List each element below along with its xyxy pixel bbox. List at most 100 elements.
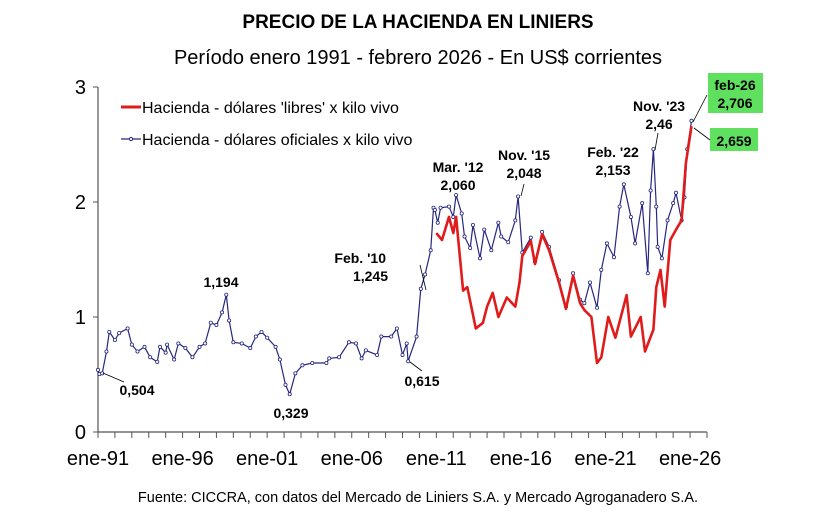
annotation-leader bbox=[654, 132, 659, 151]
data-point-oficiales bbox=[428, 248, 433, 253]
data-point-oficiales bbox=[659, 256, 664, 261]
data-point-oficiales bbox=[617, 204, 622, 209]
data-point-oficiales bbox=[414, 334, 419, 339]
data-point-oficiales bbox=[172, 357, 177, 362]
data-point-oficiales bbox=[628, 214, 633, 219]
data-point-oficiales bbox=[190, 355, 195, 360]
chart-subtitle: Período enero 1991 - febrero 2026 - En U… bbox=[173, 47, 663, 69]
data-point-oficiales bbox=[451, 214, 456, 219]
data-point-oficiales bbox=[462, 234, 467, 239]
data-point-oficiales bbox=[337, 355, 342, 360]
data-point-oficiales bbox=[496, 220, 501, 225]
data-point-oficiales bbox=[135, 349, 140, 354]
chart-title: PRECIO DE LA HACIENDA EN LINIERS bbox=[242, 12, 594, 33]
data-point-oficiales bbox=[671, 201, 676, 206]
data-point-oficiales bbox=[432, 208, 437, 213]
data-point-oficiales bbox=[220, 310, 225, 315]
data-point-oficiales bbox=[158, 344, 163, 349]
data-point-oficiales bbox=[248, 346, 253, 351]
annotation-label: 2,060 bbox=[440, 177, 475, 193]
legend-marker-oficiales bbox=[128, 136, 134, 142]
data-point-oficiales bbox=[655, 244, 660, 249]
data-point-oficiales bbox=[265, 335, 270, 340]
data-point-oficiales bbox=[353, 341, 358, 346]
data-point-oficiales bbox=[155, 359, 160, 364]
data-point-oficiales bbox=[389, 334, 394, 339]
data-point-oficiales bbox=[582, 301, 587, 306]
annotation-label: 0,504 bbox=[119, 382, 154, 398]
y-tick-label: 2 bbox=[75, 192, 86, 214]
annotation-label: 2,153 bbox=[595, 162, 630, 178]
y-tick-label: 3 bbox=[75, 77, 86, 99]
annotation-label: 0,615 bbox=[404, 373, 439, 389]
x-tick-label: ene-26 bbox=[659, 448, 721, 470]
x-tick-label: ene-01 bbox=[236, 448, 298, 470]
data-point-oficiales bbox=[231, 340, 236, 345]
data-point-oficiales bbox=[404, 341, 409, 346]
data-point-oficiales bbox=[447, 204, 452, 209]
annotation-leader bbox=[693, 127, 711, 141]
data-point-oficiales bbox=[363, 348, 368, 353]
annotation-leader bbox=[419, 264, 427, 291]
y-tick-label: 0 bbox=[75, 422, 86, 444]
data-point-oficiales bbox=[148, 355, 153, 360]
data-point-oficiales bbox=[203, 341, 208, 346]
annotation-label: Feb. '10 bbox=[334, 250, 386, 266]
data-point-oficiales bbox=[506, 240, 511, 245]
annotation-highlight-box bbox=[708, 73, 763, 113]
data-point-oficiales bbox=[277, 357, 282, 362]
data-point-oficiales bbox=[176, 341, 181, 346]
data-point-oficiales bbox=[379, 334, 384, 339]
annotation-label: Mar. '12 bbox=[433, 159, 484, 175]
data-point-oficiales bbox=[142, 344, 147, 349]
data-point-oficiales bbox=[104, 349, 109, 354]
annotation-label: 2,46 bbox=[645, 116, 672, 132]
annotation-leader bbox=[409, 361, 423, 372]
annotation-highlight-box bbox=[710, 128, 758, 151]
annotation-label: 1,245 bbox=[353, 268, 388, 284]
data-point-oficiales bbox=[651, 147, 656, 152]
data-point-oficiales bbox=[604, 241, 609, 246]
data-point-oficiales bbox=[587, 280, 592, 285]
annotation-label: 2,706 bbox=[717, 95, 752, 111]
data-point-oficiales bbox=[214, 323, 219, 328]
data-point-oficiales bbox=[129, 342, 134, 347]
data-point-oficiales bbox=[654, 204, 659, 209]
data-point-oficiales bbox=[665, 218, 670, 223]
data-point-oficiales bbox=[621, 182, 626, 187]
data-point-oficiales bbox=[253, 334, 258, 339]
data-point-oficiales bbox=[516, 194, 521, 199]
annotation-leader bbox=[692, 94, 708, 123]
data-point-oficiales bbox=[310, 360, 315, 365]
annotation-label: 2,659 bbox=[716, 133, 751, 149]
data-point-oficiales bbox=[648, 188, 653, 193]
data-point-oficiales bbox=[224, 292, 229, 297]
data-point-oficiales bbox=[300, 363, 305, 368]
data-point-oficiales bbox=[468, 245, 473, 250]
y-tick-label: 1 bbox=[75, 307, 86, 329]
data-point-oficiales bbox=[346, 340, 351, 345]
data-point-oficiales bbox=[673, 190, 678, 195]
data-point-oficiales bbox=[478, 256, 483, 261]
annotation-leader bbox=[520, 183, 525, 197]
x-tick-label: ene-96 bbox=[151, 448, 213, 470]
data-point-oficiales bbox=[324, 360, 329, 365]
data-point-oficiales bbox=[197, 344, 202, 349]
data-point-oficiales bbox=[513, 218, 518, 223]
data-point-oficiales bbox=[482, 227, 487, 232]
source-note: Fuente: CICCRA, con datos del Mercado de… bbox=[137, 490, 699, 506]
series-line-libres bbox=[435, 126, 693, 365]
data-point-oficiales bbox=[327, 356, 332, 361]
data-point-oficiales bbox=[239, 341, 244, 346]
data-point-oficiales bbox=[125, 326, 130, 331]
data-point-oficiales bbox=[112, 337, 117, 342]
annotation-label: Nov. '15 bbox=[498, 147, 550, 163]
data-point-oficiales bbox=[259, 329, 264, 334]
data-point-oficiales bbox=[406, 359, 411, 364]
annotation-label: 2,048 bbox=[506, 165, 541, 181]
x-tick-label: ene-06 bbox=[321, 448, 383, 470]
data-point-oficiales bbox=[611, 255, 616, 260]
data-point-oficiales bbox=[293, 371, 298, 376]
annotation-leader bbox=[102, 372, 125, 383]
